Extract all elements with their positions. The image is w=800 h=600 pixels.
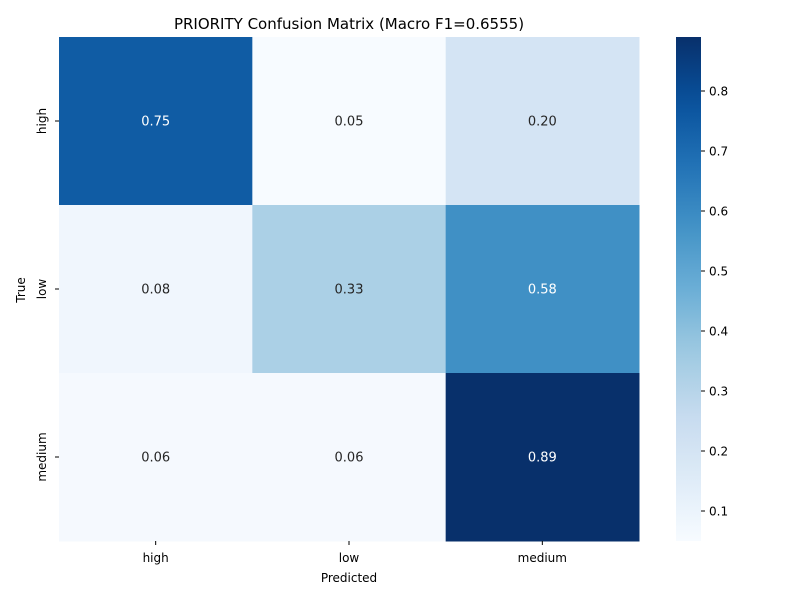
heatmap-cell bbox=[252, 373, 447, 542]
x-tick-label: low bbox=[339, 551, 360, 565]
cell-value-label: 0.06 bbox=[141, 451, 170, 466]
heatmap-cell bbox=[252, 205, 447, 374]
colorbar: 0.1 0.2 0.3 0.4 0.5 0.6 0.7 0.8 bbox=[676, 37, 728, 541]
y-axis-ticks: high low medium bbox=[35, 108, 59, 482]
colorbar-tick-label: 0.6 bbox=[709, 205, 728, 219]
colorbar-tick-label: 0.5 bbox=[709, 265, 728, 279]
y-tick-label: medium bbox=[35, 432, 49, 481]
cell-value-label: 0.08 bbox=[141, 283, 170, 298]
y-tick-label: low bbox=[35, 279, 49, 300]
heatmap-cell bbox=[445, 37, 640, 206]
colorbar-tick-label: 0.1 bbox=[709, 505, 728, 519]
y-tick-label: high bbox=[35, 108, 49, 134]
colorbar-tick-label: 0.7 bbox=[709, 145, 728, 159]
y-axis-label: True bbox=[14, 277, 28, 304]
cell-value-label: 0.75 bbox=[141, 115, 170, 130]
cell-value-label: 0.05 bbox=[335, 115, 364, 130]
colorbar-gradient bbox=[676, 37, 701, 541]
heatmap-cell bbox=[59, 205, 253, 374]
heatmap-cell bbox=[445, 373, 640, 542]
x-tick-label: medium bbox=[518, 551, 567, 565]
x-axis-label: Predicted bbox=[321, 571, 377, 585]
heatmap-cell bbox=[252, 37, 447, 206]
heatmap-cells: 0.75 0.05 0.20 0.08 0.33 0.58 0.06 0.06 0.89 bbox=[59, 37, 640, 542]
cell-value-label: 0.33 bbox=[335, 283, 364, 298]
x-axis-ticks: high low medium bbox=[143, 541, 567, 565]
heatmap-cell bbox=[59, 37, 253, 206]
colorbar-tick-label: 0.2 bbox=[709, 445, 728, 459]
colorbar-tick-label: 0.4 bbox=[709, 325, 728, 339]
x-tick-label: high bbox=[143, 551, 169, 565]
cell-value-label: 0.06 bbox=[335, 451, 364, 466]
heatmap-cell bbox=[59, 373, 253, 542]
cell-value-label: 0.20 bbox=[528, 115, 557, 130]
cell-value-label: 0.58 bbox=[528, 283, 557, 298]
colorbar-tick-label: 0.8 bbox=[709, 85, 728, 99]
cell-value-label: 0.89 bbox=[528, 451, 557, 466]
heatmap-cell bbox=[445, 205, 640, 374]
colorbar-tick-label: 0.3 bbox=[709, 385, 728, 399]
chart-title: PRIORITY Confusion Matrix (Macro F1=0.65… bbox=[174, 15, 524, 33]
